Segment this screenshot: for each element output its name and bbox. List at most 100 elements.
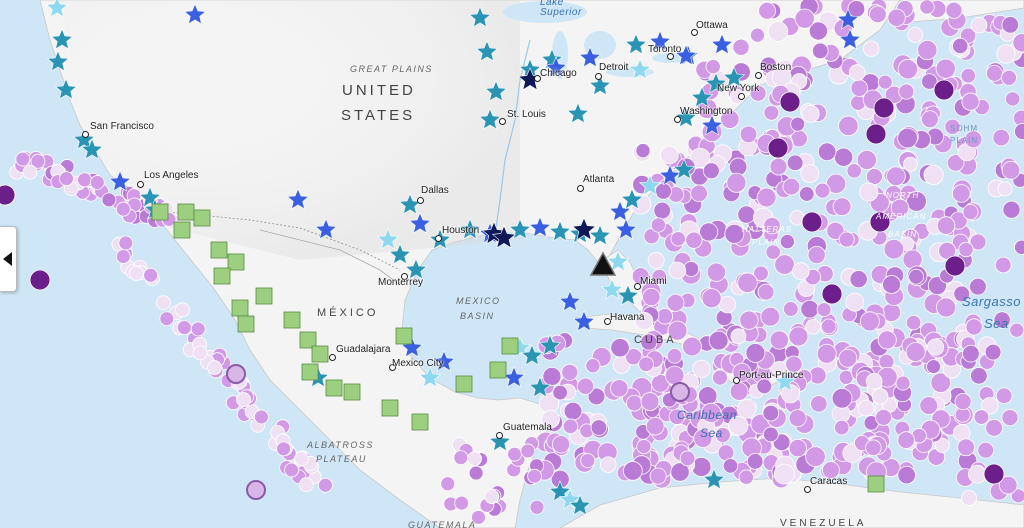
purple-circle-marker[interactable] <box>207 360 222 375</box>
star-marker[interactable] <box>475 40 499 62</box>
purple-circle-marker[interactable] <box>951 184 971 203</box>
purple-circle-marker[interactable] <box>622 461 643 481</box>
purple-circle-marker[interactable] <box>811 42 829 60</box>
purple-circle-marker[interactable] <box>897 431 915 449</box>
purple-circle-marker[interactable] <box>1001 69 1017 86</box>
star-marker[interactable] <box>614 218 638 240</box>
purple-dark-circle-marker[interactable] <box>873 97 895 119</box>
purple-circle-marker[interactable] <box>647 252 665 269</box>
purple-circle-marker[interactable] <box>805 319 821 335</box>
purple-circle-marker[interactable] <box>484 489 500 504</box>
purple-circle-marker[interactable] <box>440 476 456 492</box>
green-square-marker[interactable] <box>173 221 191 239</box>
purple-circle-marker[interactable] <box>726 172 747 193</box>
purple-circle-marker[interactable] <box>895 375 911 391</box>
star-marker[interactable] <box>528 216 552 238</box>
star-marker[interactable] <box>484 80 508 102</box>
star-marker[interactable] <box>624 33 648 55</box>
purple-circle-marker[interactable] <box>1012 33 1024 53</box>
star-marker[interactable] <box>80 138 104 160</box>
star-marker-royal[interactable] <box>314 218 338 240</box>
purple-circle-marker[interactable] <box>1001 16 1020 34</box>
star-marker[interactable] <box>672 158 696 180</box>
star-marker[interactable] <box>418 366 442 388</box>
purple-circle-marker[interactable] <box>706 262 727 282</box>
purple-circle-marker[interactable] <box>961 92 980 111</box>
purple-circle-marker[interactable] <box>964 130 983 149</box>
purple-circle-marker[interactable] <box>1002 200 1021 219</box>
collapse-panel-button[interactable] <box>0 226 17 292</box>
purple-circle-marker[interactable] <box>794 8 815 29</box>
purple-circle-marker[interactable] <box>765 244 781 260</box>
purple-circle-marker[interactable] <box>738 469 754 485</box>
city-label-chicago[interactable]: Chicago <box>540 68 577 79</box>
star-marker[interactable] <box>704 72 728 94</box>
purple-circle-marker[interactable] <box>724 223 745 244</box>
star-marker-royal[interactable] <box>674 44 698 66</box>
star-marker[interactable] <box>702 468 726 490</box>
purple-circle-marker[interactable] <box>649 467 667 485</box>
purple-circle-marker[interactable] <box>192 345 208 361</box>
purple-circle-marker[interactable] <box>756 187 777 208</box>
purple-circle-marker[interactable] <box>101 192 117 208</box>
purple-circle-marker[interactable] <box>739 310 759 330</box>
star-marker[interactable] <box>568 494 592 516</box>
purple-circle-marker[interactable] <box>737 205 756 224</box>
purple-circle-marker[interactable] <box>749 84 767 102</box>
purple-circle-marker[interactable] <box>30 153 46 169</box>
star-marker[interactable] <box>108 170 132 192</box>
star-marker[interactable] <box>690 86 714 108</box>
purple-circle-marker[interactable] <box>868 5 887 24</box>
purple-circle-marker[interactable] <box>699 222 719 242</box>
purple-circle-marker[interactable] <box>542 366 562 386</box>
purple-circle-marker[interactable] <box>728 415 749 436</box>
purple-circle-marker[interactable] <box>862 40 880 57</box>
purple-circle-marker[interactable] <box>254 409 269 425</box>
purple-circle-marker[interactable] <box>905 314 922 331</box>
purple-circle-marker[interactable] <box>821 461 840 480</box>
green-square-marker[interactable] <box>213 267 231 285</box>
ring-circle-marker[interactable] <box>670 382 690 402</box>
star-marker[interactable] <box>616 284 640 306</box>
city-label-new-york[interactable]: New York <box>717 83 760 94</box>
star-marker[interactable] <box>566 102 590 124</box>
purple-circle-marker[interactable] <box>834 419 850 436</box>
purple-circle-marker[interactable] <box>944 118 961 135</box>
purple-circle-marker[interactable] <box>638 356 654 373</box>
purple-circle-marker[interactable] <box>689 147 711 169</box>
purple-circle-marker[interactable] <box>877 74 893 90</box>
purple-dark-circle-marker[interactable] <box>767 137 789 159</box>
city-label-toronto[interactable]: Toronto <box>648 44 682 55</box>
purple-circle-marker[interactable] <box>927 338 945 356</box>
purple-circle-marker[interactable] <box>656 308 674 325</box>
star-marker[interactable] <box>588 224 612 246</box>
purple-circle-marker[interactable] <box>985 64 1003 82</box>
purple-circle-marker[interactable] <box>636 439 652 455</box>
purple-circle-marker[interactable] <box>276 441 292 457</box>
purple-circle-marker[interactable] <box>994 256 1012 274</box>
purple-circle-marker[interactable] <box>587 387 606 406</box>
purple-dark-circle-marker[interactable] <box>779 91 801 113</box>
purple-circle-marker[interactable] <box>642 287 661 307</box>
purple-circle-marker[interactable] <box>788 409 807 428</box>
green-square-marker[interactable] <box>381 399 399 417</box>
purple-circle-marker[interactable] <box>690 184 708 203</box>
purple-circle-marker[interactable] <box>668 261 687 280</box>
purple-circle-marker[interactable] <box>59 171 74 187</box>
city-label-havana[interactable]: Havana <box>610 312 645 323</box>
purple-circle-marker[interactable] <box>175 302 190 318</box>
purple-circle-marker[interactable] <box>667 320 688 341</box>
purple-circle-marker[interactable] <box>758 1 777 20</box>
green-square-marker[interactable] <box>867 475 885 493</box>
purple-circle-marker[interactable] <box>930 372 951 393</box>
city-label-st-louis[interactable]: St. Louis <box>507 109 546 120</box>
purple-circle-marker[interactable] <box>155 295 171 311</box>
purple-circle-marker[interactable] <box>666 348 683 364</box>
purple-circle-marker[interactable] <box>897 127 918 149</box>
purple-circle-marker[interactable] <box>666 293 685 312</box>
star-marker[interactable] <box>548 220 572 242</box>
purple-circle-marker[interactable] <box>763 216 781 235</box>
purple-circle-marker[interactable] <box>957 438 975 457</box>
purple-circle-marker[interactable] <box>722 458 739 474</box>
purple-circle-marker[interactable] <box>682 336 702 357</box>
